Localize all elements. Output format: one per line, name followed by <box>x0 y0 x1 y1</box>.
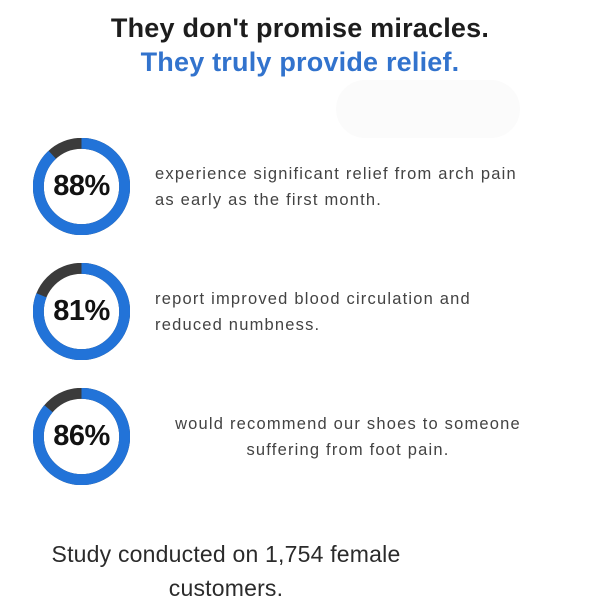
percent-value-3: 86% <box>53 420 110 452</box>
donut-ring-icon <box>33 263 130 360</box>
stat-description-1-text: experience significant relief from arch … <box>155 164 517 209</box>
study-footnote: Study conducted on 1,754 female customer… <box>51 541 401 601</box>
donut-ring-icon <box>33 138 130 235</box>
stat-description-2: report improved blood circulation and re… <box>155 263 535 360</box>
headline: They don't promise miracles. <box>110 13 490 43</box>
donut-chart-2: 81% <box>33 263 130 360</box>
percent-value-1: 88% <box>53 170 110 202</box>
percent-value-2: 81% <box>53 295 110 327</box>
donut-ring-icon <box>33 388 130 485</box>
donut-chart-3: 86% <box>33 388 130 485</box>
stat-description-2-text: report improved blood circulation and re… <box>155 289 471 334</box>
stat-description-3-text: would recommend our shoes to someone suf… <box>175 414 521 459</box>
stat-description-3: would recommend our shoes to someone suf… <box>138 388 558 485</box>
subheadline: They truly provide relief. <box>140 47 460 77</box>
stat-description-1: experience significant relief from arch … <box>155 138 535 235</box>
donut-chart-1: 88% <box>33 138 130 235</box>
decorative-blob <box>336 80 520 138</box>
